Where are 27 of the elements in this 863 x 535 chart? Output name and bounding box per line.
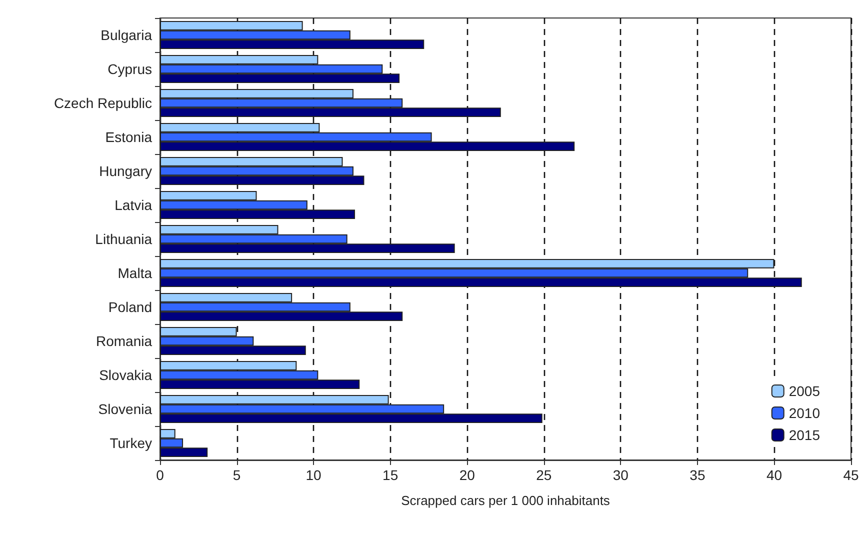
y-tick-label: Czech Republic (54, 95, 152, 111)
y-tick-label: Hungary (99, 163, 152, 179)
x-tick-label: 15 (382, 467, 398, 483)
x-tick-label: 5 (232, 467, 241, 483)
y-tick-label: Lithuania (95, 231, 152, 247)
y-tick-label: Slovakia (99, 367, 152, 383)
y-tick-label: Poland (108, 299, 152, 315)
legend-label: 2005 (788, 383, 820, 399)
y-tick-label: Latvia (114, 197, 152, 213)
x-tick-label: 25 (536, 467, 552, 483)
x-tick-label: 40 (766, 467, 782, 483)
y-tick-label: Turkey (110, 435, 152, 451)
x-tick-label: 30 (612, 467, 629, 483)
y-tick-label: Malta (118, 265, 152, 281)
x-axis-title: Scrapped cars per 1 000 inhabitants (401, 493, 610, 508)
x-tick-label: 0 (156, 467, 164, 483)
y-tick-label: Romania (96, 333, 152, 349)
y-tick-label: Bulgaria (100, 27, 152, 43)
x-tick-label: 35 (690, 467, 706, 483)
x-tick-label: 20 (459, 467, 476, 483)
legend-label: 2015 (788, 427, 820, 443)
y-tick-label: Estonia (105, 129, 152, 145)
x-tick-label: 10 (306, 467, 322, 483)
y-tick-label: Cyprus (108, 61, 152, 77)
y-tick-label: Slovenia (98, 401, 152, 417)
x-tick-label: 45 (843, 467, 859, 483)
legend-label: 2010 (788, 405, 820, 421)
